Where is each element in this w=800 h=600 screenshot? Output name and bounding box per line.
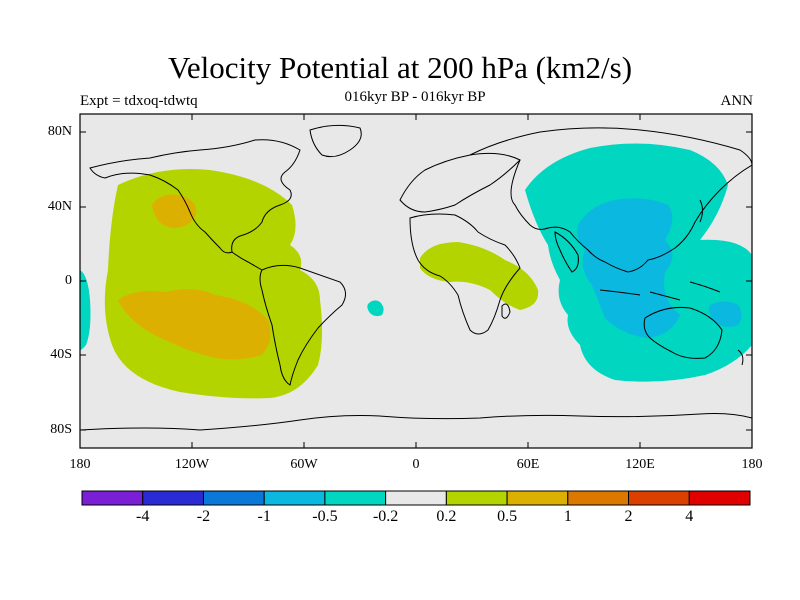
lon-label-180w: 180	[69, 457, 91, 472]
colorbar-swatch	[445, 490, 508, 506]
colorbar-swatch	[263, 490, 326, 506]
contour-negative-atlantic-patch	[367, 300, 384, 317]
contour-positive-south-pacific-core	[118, 289, 271, 360]
longitude-ticks	[79, 114, 753, 448]
lon-label-60w: 60W	[290, 457, 318, 472]
plot-subtitle: 016kyr BP - 016kyr BP	[344, 89, 486, 105]
contour-positive-north-pacific-core	[152, 194, 197, 228]
coastlines	[80, 124, 752, 431]
colorbar-swatch	[567, 490, 630, 506]
colorbar-swatch	[142, 490, 204, 506]
lon-label-180e: 180	[741, 457, 763, 472]
lat-label-40n: 40N	[47, 199, 72, 214]
colorbar-swatch	[506, 490, 569, 506]
colorbar-swatch	[81, 490, 144, 506]
lat-label-0: 0	[65, 273, 72, 288]
contour-negative-pacific-core	[708, 301, 742, 327]
contour-positive-americas	[104, 169, 323, 399]
colorbar-label: 4	[685, 508, 694, 525]
lat-label-80n: 80N	[47, 124, 72, 139]
colorbar-label: 0.5	[497, 508, 518, 525]
latitude-ticks	[80, 131, 752, 431]
colorbar-swatch	[688, 490, 751, 506]
season-label: ANN	[720, 93, 754, 109]
contour-negative-dateline-patch	[80, 270, 91, 350]
colorbar-swatch	[202, 490, 265, 506]
colorbar-label: 0.2	[436, 508, 457, 525]
colorbar-label: -2	[196, 508, 211, 525]
colorbar-swatch	[385, 490, 447, 506]
contour-negative-asia-core	[577, 198, 680, 338]
lat-label-80s: 80S	[50, 422, 72, 437]
colorbar-label: 1	[563, 508, 572, 525]
colorbar	[81, 490, 751, 506]
colorbar-swatch	[324, 490, 387, 506]
lat-label-40s: 40S	[50, 347, 72, 362]
colorbar-label: -0.5	[312, 508, 338, 525]
lon-label-120w: 120W	[174, 457, 210, 472]
colorbar-label: -0.2	[372, 508, 399, 525]
colorbar-label: -4	[136, 508, 150, 525]
colorbar-swatch	[628, 490, 690, 506]
colorbar-label: -1	[257, 508, 271, 525]
lon-label-60e: 60E	[516, 457, 540, 472]
lon-label-0: 0	[412, 457, 420, 472]
experiment-label: Expt = tdxoq-tdwtq	[80, 93, 198, 109]
plot-title: Velocity Potential at 200 hPa (km2/s)	[167, 50, 633, 85]
contour-positive-africa	[420, 242, 539, 310]
lon-label-120e: 120E	[625, 457, 655, 472]
colorbar-label: 2	[624, 508, 633, 525]
